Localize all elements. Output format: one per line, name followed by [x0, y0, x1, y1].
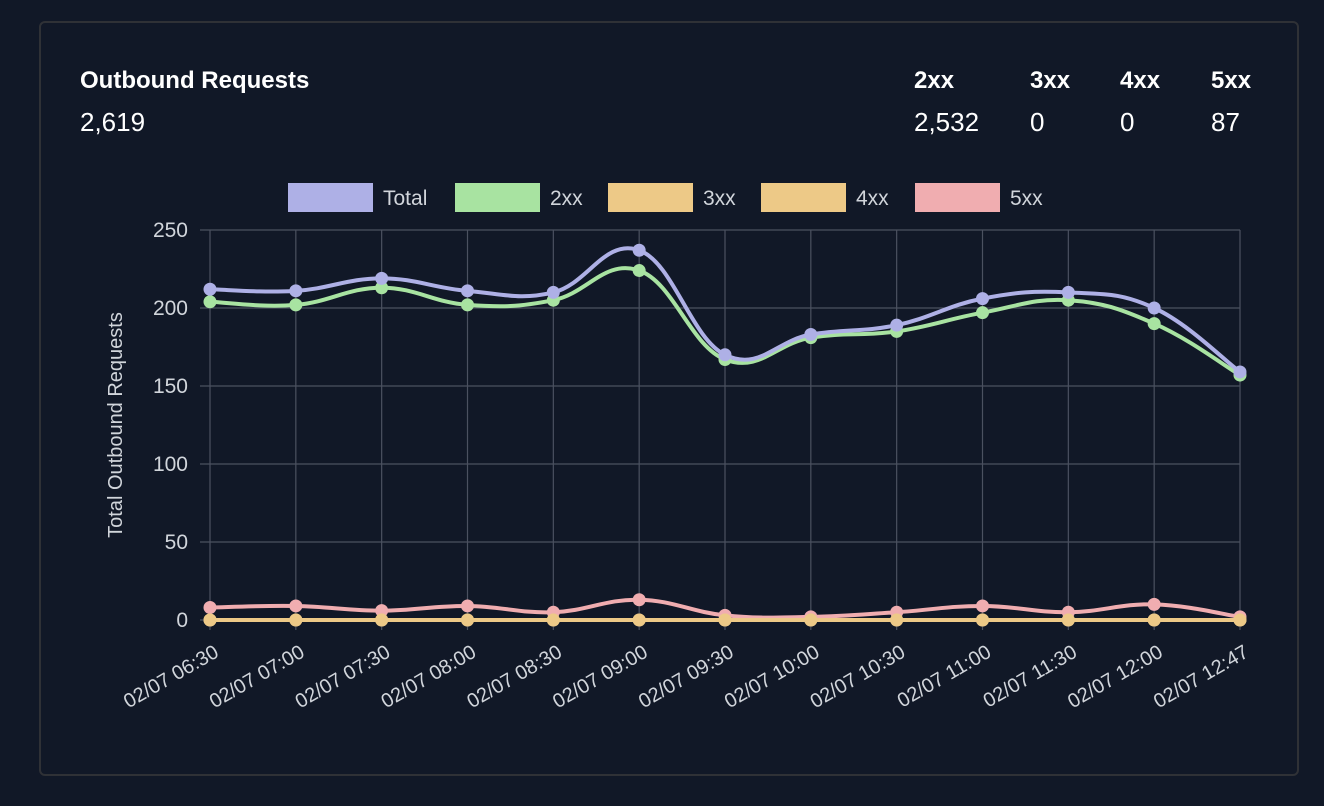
legend-label: 4xx	[856, 187, 889, 210]
data-point[interactable]	[203, 282, 217, 296]
x-tick-label: 02/07 07:30	[292, 641, 395, 713]
x-tick-label: 02/07 12:47	[1150, 641, 1253, 713]
x-tick-label: 02/07 09:30	[635, 641, 738, 713]
data-point[interactable]	[632, 243, 646, 257]
legend-swatch	[455, 183, 540, 212]
data-point[interactable]	[976, 599, 989, 613]
series-4xx	[203, 613, 1247, 627]
total-requests-value: 2,619	[80, 107, 146, 137]
data-point[interactable]	[461, 284, 474, 298]
data-point[interactable]	[976, 292, 989, 306]
stat-label: 5xx	[1211, 67, 1252, 94]
y-tick-label: 100	[153, 453, 188, 476]
data-point[interactable]	[461, 298, 474, 312]
x-tick-label: 02/07 09:00	[549, 641, 652, 713]
data-point[interactable]	[289, 613, 303, 627]
data-point[interactable]	[375, 613, 389, 627]
stat-value: 87	[1211, 107, 1240, 137]
data-point[interactable]	[289, 599, 303, 613]
data-point[interactable]	[976, 306, 989, 320]
data-point[interactable]	[1147, 301, 1161, 315]
x-tick-label: 02/07 08:00	[377, 641, 480, 713]
data-point[interactable]	[804, 613, 818, 627]
stat-value: 0	[1120, 107, 1135, 137]
data-point[interactable]	[203, 601, 217, 615]
y-tick-label: 200	[153, 297, 188, 320]
data-point[interactable]	[1233, 365, 1247, 379]
data-point[interactable]	[461, 599, 474, 613]
stat-value: 0	[1030, 107, 1045, 137]
data-point[interactable]	[289, 284, 303, 298]
data-point[interactable]	[546, 613, 560, 627]
y-tick-label: 50	[165, 531, 188, 554]
x-tick-label: 02/07 11:30	[980, 641, 1081, 712]
stat-5xx: 5xx 87	[1211, 67, 1251, 138]
legend-item-3xx[interactable]: 3xx	[608, 183, 736, 212]
legend-label: 2xx	[550, 187, 583, 210]
y-tick-label: 250	[153, 219, 188, 242]
x-tick-label: 02/07 08:30	[463, 641, 566, 713]
series-total	[203, 243, 1247, 379]
legend-item-total[interactable]: Total	[288, 183, 427, 212]
x-tick-label: 02/07 10:00	[721, 641, 824, 713]
stat-3xx: 3xx 0	[1030, 67, 1070, 138]
legend-label: Total	[383, 187, 427, 210]
stat-value: 2,532	[914, 107, 980, 137]
data-point[interactable]	[1147, 317, 1161, 331]
y-tick-label: 0	[176, 609, 188, 632]
data-point[interactable]	[375, 271, 389, 285]
stat-label: 3xx	[1030, 67, 1071, 94]
legend-item-5xx[interactable]: 5xx	[915, 183, 1043, 212]
x-tick-label: 02/07 11:00	[894, 641, 995, 712]
legend-label: 5xx	[1010, 187, 1043, 210]
data-point[interactable]	[890, 613, 904, 627]
data-point[interactable]	[718, 613, 732, 627]
legend-item-4xx[interactable]: 4xx	[761, 183, 889, 212]
legend-label: 3xx	[703, 187, 736, 210]
card-title: Outbound Requests	[80, 67, 310, 94]
y-axis-label: Total Outbound Requests	[105, 312, 127, 538]
data-point[interactable]	[632, 613, 646, 627]
x-tick-label: 02/07 10:30	[807, 641, 910, 713]
legend-item-2xx[interactable]: 2xx	[455, 183, 583, 212]
data-point[interactable]	[976, 613, 989, 627]
data-point[interactable]	[375, 604, 389, 618]
data-point[interactable]	[718, 348, 732, 362]
legend-swatch	[761, 183, 846, 212]
stat-2xx: 2xx 2,532	[914, 67, 979, 138]
stat-label: 4xx	[1120, 67, 1161, 94]
data-point[interactable]	[375, 281, 389, 295]
data-point[interactable]	[890, 318, 904, 332]
data-point[interactable]	[804, 328, 818, 342]
data-point[interactable]	[289, 298, 303, 312]
data-point[interactable]	[203, 295, 217, 309]
outbound-requests-card	[39, 21, 1299, 776]
data-point[interactable]	[1147, 613, 1161, 627]
y-tick-label: 150	[153, 375, 188, 398]
data-point[interactable]	[632, 264, 646, 278]
stat-4xx: 4xx 0	[1120, 67, 1160, 138]
legend-swatch	[608, 183, 693, 212]
legend-swatch	[288, 183, 373, 212]
data-point[interactable]	[1147, 597, 1161, 611]
chart-legend: Total 2xx 3xx 4xx 5xx	[288, 183, 1043, 212]
data-point[interactable]	[546, 285, 560, 299]
data-point[interactable]	[1233, 613, 1247, 627]
data-point[interactable]	[203, 613, 217, 627]
legend-swatch	[915, 183, 1000, 212]
data-point[interactable]	[1061, 613, 1075, 627]
x-tick-label: 02/07 06:30	[120, 641, 223, 713]
stat-label: 2xx	[914, 67, 955, 94]
y-axis-ticks: 0 50 100 150 200 250	[153, 219, 188, 632]
chart-series	[203, 243, 1247, 627]
x-tick-label: 02/07 12:00	[1064, 641, 1167, 713]
x-tick-label: 02/07 07:00	[206, 641, 309, 713]
data-point[interactable]	[461, 613, 474, 627]
data-point[interactable]	[1061, 285, 1075, 299]
data-point[interactable]	[632, 593, 646, 607]
